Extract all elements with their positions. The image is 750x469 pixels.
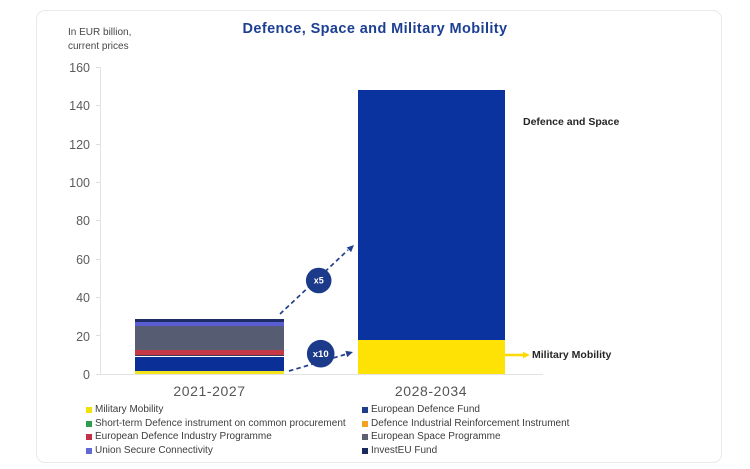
svg-text:x10: x10 [313, 349, 329, 360]
svg-text:x5: x5 [314, 276, 324, 286]
